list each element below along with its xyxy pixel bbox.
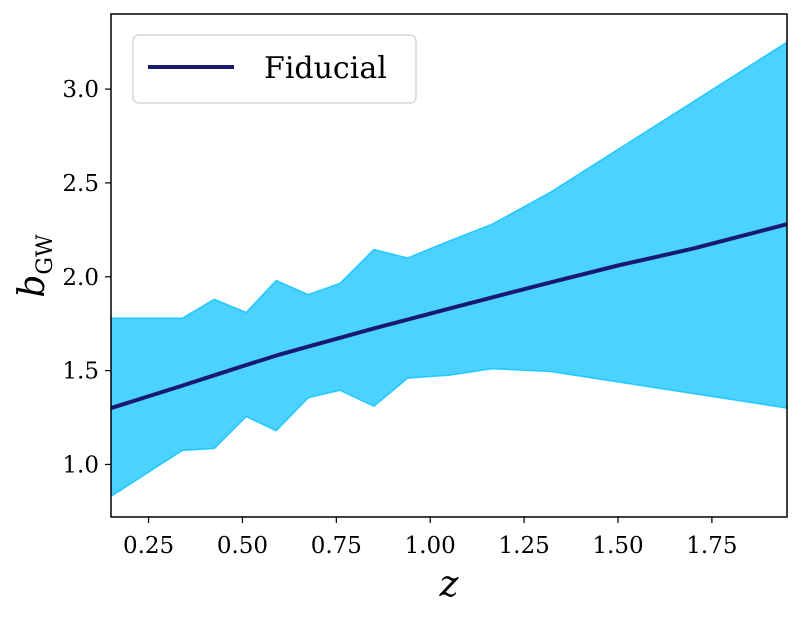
y-tick-label: 2.0 [62, 265, 99, 291]
legend: Fiducial [132, 34, 417, 104]
x-tick-label: 1.75 [686, 533, 737, 559]
legend-box [132, 34, 417, 104]
uncertainty-band [111, 41, 787, 498]
x-tick-label: 0.25 [123, 533, 174, 559]
x-tick-label: 1.50 [592, 533, 643, 559]
x-axis-ticks: 0.25 0.50 0.75 1.00 1.25 1.50 1.75 [123, 517, 737, 559]
y-axis-ticks: 1.0 1.5 2.0 2.5 3.0 [62, 77, 111, 478]
y-tick-label: 1.0 [62, 452, 99, 478]
y-tick-label: 1.5 [62, 359, 99, 385]
legend-label-fiducial: Fiducial [264, 51, 387, 86]
y-axis-label-main: b [12, 275, 53, 298]
x-tick-label: 1.25 [499, 533, 550, 559]
x-tick-label: 1.00 [405, 533, 456, 559]
y-tick-label: 2.5 [62, 171, 99, 197]
y-axis-label-subscript: GW [33, 234, 58, 275]
series-line-fiducial [111, 222, 787, 411]
plot-frame [110, 13, 788, 518]
x-axis-label: z [439, 564, 460, 605]
y-axis-label: bGW [12, 234, 58, 298]
y-tick-label: 3.0 [62, 77, 99, 103]
x-tick-label: 0.75 [311, 533, 362, 559]
x-tick-label: 0.50 [217, 533, 268, 559]
